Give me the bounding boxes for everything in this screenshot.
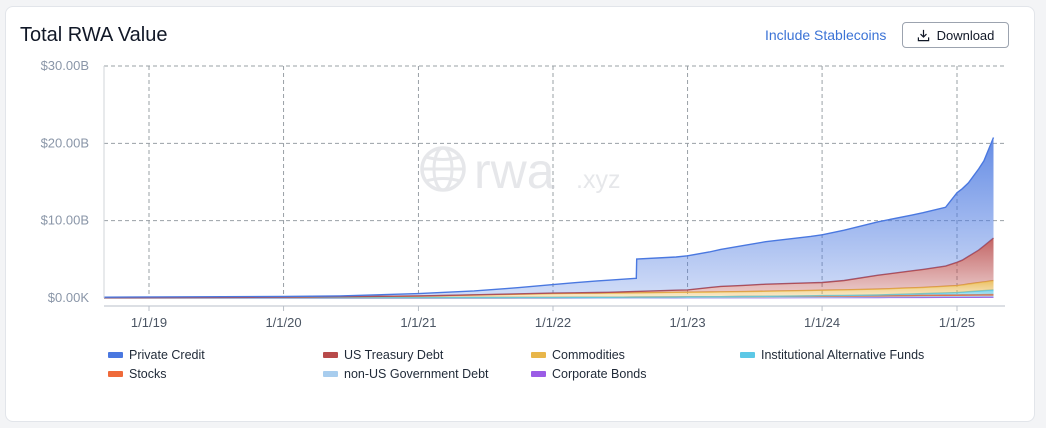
watermark-suffix: .xyz [576, 166, 620, 194]
x-tick-label: 1/1/22 [535, 315, 571, 330]
legend-label: US Treasury Debt [344, 348, 444, 362]
legend-item[interactable]: Corporate Bonds [531, 367, 647, 381]
x-tick-label: 1/1/25 [939, 315, 975, 330]
include-stablecoins-toggle[interactable]: Include Stablecoins [765, 27, 887, 43]
legend-swatch [323, 371, 338, 377]
rwa-watermark: rwa .xyz [420, 143, 620, 199]
chart-areas [103, 137, 995, 299]
download-label: Download [936, 27, 995, 43]
x-tick-label: 1/1/24 [804, 315, 840, 330]
globe-icon [420, 146, 466, 192]
y-tick-label: $30.00B [41, 58, 89, 73]
chart-card [5, 6, 1035, 422]
line-private-credit [103, 137, 995, 298]
legend-swatch [531, 352, 546, 358]
download-button[interactable]: Download [902, 22, 1009, 48]
legend-swatch [323, 352, 338, 358]
chart-axes: $0.00K $10.00B $20.00B $30.00B 1/1/19 1/1/20 1… [41, 58, 1005, 330]
legend-item[interactable]: Institutional Alternative Funds [740, 348, 924, 362]
legend-swatch [531, 371, 546, 377]
y-tick-label: $20.00B [41, 135, 89, 150]
legend-label: Institutional Alternative Funds [761, 348, 925, 362]
legend-label: Corporate Bonds [552, 367, 647, 381]
legend-label: Commodities [552, 348, 625, 362]
legend-item[interactable]: Commodities [531, 348, 625, 362]
legend-item[interactable]: Stocks [108, 367, 167, 381]
legend-item[interactable]: non-US Government Debt [323, 367, 489, 381]
legend-swatch [108, 352, 123, 358]
legend-swatch [108, 371, 123, 377]
legend-label: Stocks [129, 367, 167, 381]
x-tick-label: 1/1/20 [265, 315, 301, 330]
chart-title: Total RWA Value [20, 24, 168, 46]
legend-item[interactable]: Private Credit [108, 348, 205, 362]
x-tick-label: 1/1/21 [400, 315, 436, 330]
y-tick-label: $0.00K [48, 290, 90, 305]
area-commodities [104, 280, 994, 298]
download-icon [917, 29, 929, 41]
x-tick-label: 1/1/23 [669, 315, 705, 330]
legend-label: Private Credit [129, 348, 205, 362]
chart-legend: Private Credit US Treasury Debt Commoditie… [108, 342, 1008, 382]
chart-grid [104, 65, 1005, 298]
area-stocks [104, 294, 994, 298]
legend-label: non-US Government Debt [344, 367, 489, 381]
x-tick-label: 1/1/19 [131, 315, 167, 330]
watermark-text: rwa [474, 143, 555, 199]
legend-swatch [740, 352, 755, 358]
legend-item[interactable]: US Treasury Debt [323, 348, 443, 362]
area-private-credit [104, 137, 994, 298]
y-tick-label: $10.00B [41, 213, 89, 228]
